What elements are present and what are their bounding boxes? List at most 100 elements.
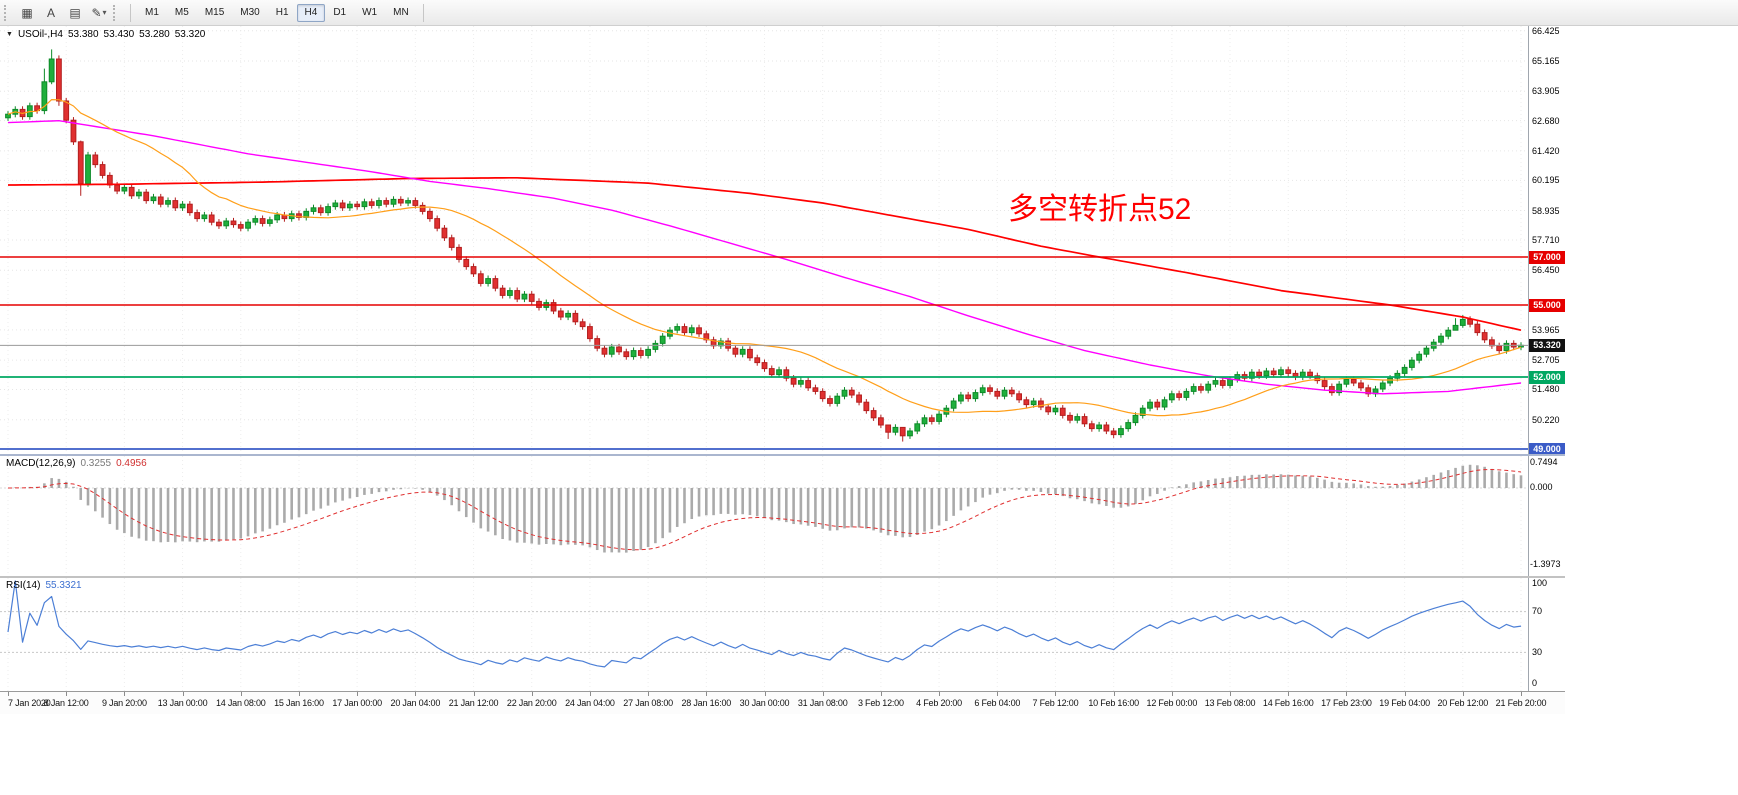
time-axis-tick: [1346, 692, 1348, 696]
rsi-chart-canvas[interactable]: RSI(14) 55.3321: [0, 578, 1528, 691]
time-axis-label: 15 Jan 16:00: [274, 698, 324, 708]
timeframe-group: M1 M5 M15 M30 H1 H4 D1 W1 MN: [137, 3, 417, 22]
time-axis-tick: [939, 692, 941, 696]
timeframe-button-m15[interactable]: M15: [204, 6, 225, 18]
draw-tool-button[interactable]: ✎ ▾: [87, 2, 111, 24]
price-scale-label: 61.420: [1532, 145, 1560, 156]
price-scale-label: 51.480: [1532, 384, 1560, 395]
time-axis-label: 7 Feb 12:00: [1032, 698, 1079, 708]
macd-value-signal: 0.4956: [116, 458, 147, 469]
time-axis-label: 13 Jan 00:00: [157, 698, 208, 708]
grid-pattern-icon: ▦: [21, 5, 33, 20]
time-axis-tick: [1462, 692, 1464, 696]
symbol-timeframe-label: USOil-,H4: [17, 29, 63, 40]
price-scale-label: 52.705: [1532, 355, 1560, 366]
time-axis-label: 14 Feb 16:00: [1262, 698, 1314, 708]
price-tag-49.000: 49.000: [1529, 443, 1565, 454]
macd-scale-label: 0.000: [1530, 482, 1553, 492]
time-axis-tick: [298, 692, 300, 696]
time-axis-tick: [531, 692, 533, 696]
price-chart-canvas[interactable]: ▼ USOil-,H4 53.380 53.430 53.280 53.320 …: [0, 26, 1528, 454]
price-scale-label: 58.935: [1532, 205, 1560, 216]
object-list-icon: ▤: [69, 5, 81, 20]
main-price-panel: ▼ USOil-,H4 53.380 53.430 53.280 53.320 …: [0, 26, 1565, 456]
collapse-triangle-icon[interactable]: ▼: [6, 31, 13, 38]
time-axis-label: 22 Jan 20:00: [506, 698, 557, 708]
macd-scale[interactable]: 0.7494 0.000 -1.3973: [1528, 456, 1565, 576]
timeframe-button-d1[interactable]: D1: [333, 6, 347, 18]
time-axis-tick: [8, 692, 9, 696]
rsi-label: RSI(14) 55.3321: [6, 580, 82, 591]
time-axis-label: 20 Feb 12:00: [1437, 698, 1489, 708]
text-tool-icon: A: [46, 5, 55, 20]
time-axis-tick: [764, 692, 766, 696]
time-axis-tick: [357, 692, 359, 696]
macd-scale-label: -1.3973: [1530, 559, 1561, 569]
timeframe-button-mn[interactable]: MN: [393, 6, 409, 18]
price-scale-label: 60.195: [1532, 175, 1560, 186]
macd-chart-canvas[interactable]: MACD(12,26,9) 0.3255 0.4956: [0, 456, 1528, 576]
price-tag-57.000: 57.000: [1529, 251, 1565, 264]
price-scale-label: 50.220: [1532, 414, 1560, 425]
price-scale-label: 63.905: [1532, 86, 1560, 97]
timeframe-button-h1[interactable]: H1: [275, 6, 289, 18]
time-axis-tick: [240, 692, 242, 696]
time-axis-label: 30 Jan 00:00: [739, 698, 790, 708]
price-tag-53.320: 53.320: [1529, 339, 1565, 353]
price-tag-52.000: 52.000: [1529, 371, 1565, 384]
macd-panel: MACD(12,26,9) 0.3255 0.4956 0.7494 0.000 -…: [0, 456, 1565, 578]
time-axis-tick: [997, 692, 999, 696]
toolbar-drag-handle-2[interactable]: [113, 4, 119, 21]
chart-annotation-text[interactable]: 多空转折点52: [1008, 193, 1192, 226]
time-axis-tick: [1404, 692, 1406, 696]
text-tool-button[interactable]: A: [39, 2, 63, 24]
time-axis[interactable]: 7 Jan 2020 8 Jan 12:00 9 Jan 20:00 13 Jan 0…: [0, 692, 1565, 714]
chart-header: ▼ USOil-,H4 53.380 53.430 53.280 53.320: [6, 29, 205, 40]
timeframe-button-m5[interactable]: M5: [174, 6, 189, 18]
time-axis-label: 19 Feb 04:00: [1379, 698, 1430, 708]
timeframe-button-m30[interactable]: M30: [240, 6, 260, 18]
rsi-scale[interactable]: 100 70 30 0: [1528, 578, 1565, 691]
time-axis-label: 24 Jan 04:00: [565, 698, 615, 708]
grid-pattern-button[interactable]: ▦: [15, 2, 39, 24]
time-axis-tick: [1171, 692, 1173, 696]
price-scale-label: 65.165: [1532, 56, 1560, 67]
macd-scale-label: 0.7494: [1530, 457, 1558, 467]
time-axis-label: 10 Feb 16:00: [1088, 698, 1139, 708]
toolbar-drag-handle[interactable]: [4, 4, 10, 21]
macd-label: MACD(12,26,9) 0.3255 0.4956: [6, 458, 147, 469]
rsi-value: 55.3321: [45, 580, 82, 591]
time-axis-label: 31 Jan 08:00: [797, 698, 848, 708]
time-axis-label: 14 Jan 08:00: [215, 698, 266, 708]
time-axis-tick: [589, 692, 591, 696]
price-scale-label: 56.450: [1532, 265, 1560, 276]
price-tag-55.000: 55.000: [1529, 299, 1565, 312]
time-axis-label: 13 Feb 08:00: [1204, 698, 1256, 708]
time-axis-label: 17 Feb 23:00: [1321, 698, 1372, 708]
chevron-down-icon: ▾: [102, 8, 107, 17]
time-axis-label: 4 Feb 20:00: [916, 698, 962, 708]
time-axis-tick: [880, 692, 882, 696]
rsi-scale-label: 30: [1532, 647, 1543, 657]
time-axis-label: 3 Feb 12:00: [857, 698, 904, 708]
price-scale[interactable]: 66.425 65.165 63.905 62.680 61.420 60.195 58.9…: [1528, 26, 1565, 454]
object-list-button[interactable]: ▤: [63, 2, 87, 24]
timeframe-button-w1[interactable]: W1: [362, 6, 378, 18]
ohlc-high: 53.430: [103, 29, 135, 40]
toolbar: ▦ A ▤ ✎ ▾ M1 M5 M15 M30 H1 H4 D1 W1 MN: [0, 0, 1738, 26]
timeframe-button-m1[interactable]: M1: [145, 6, 159, 18]
toolbar-separator-2: [422, 3, 424, 22]
rsi-scale-label: 100: [1532, 578, 1548, 588]
time-axis-label: 20 Jan 04:00: [390, 698, 441, 708]
time-axis-tick: [473, 692, 475, 696]
time-axis-label: 27 Jan 08:00: [623, 698, 673, 708]
time-axis-label: 12 Feb 00:00: [1146, 698, 1198, 708]
timeframe-button-h4[interactable]: H4: [296, 3, 326, 22]
rsi-panel: RSI(14) 55.3321 100 70 30 0: [0, 578, 1565, 692]
time-axis-tick: [1521, 692, 1522, 696]
draw-tool-icon: ✎: [91, 5, 102, 20]
time-axis-label: 7 Jan 2020: [8, 698, 51, 708]
time-axis-label: 6 Feb 04:00: [974, 698, 1021, 708]
time-axis-tick: [1288, 692, 1290, 696]
